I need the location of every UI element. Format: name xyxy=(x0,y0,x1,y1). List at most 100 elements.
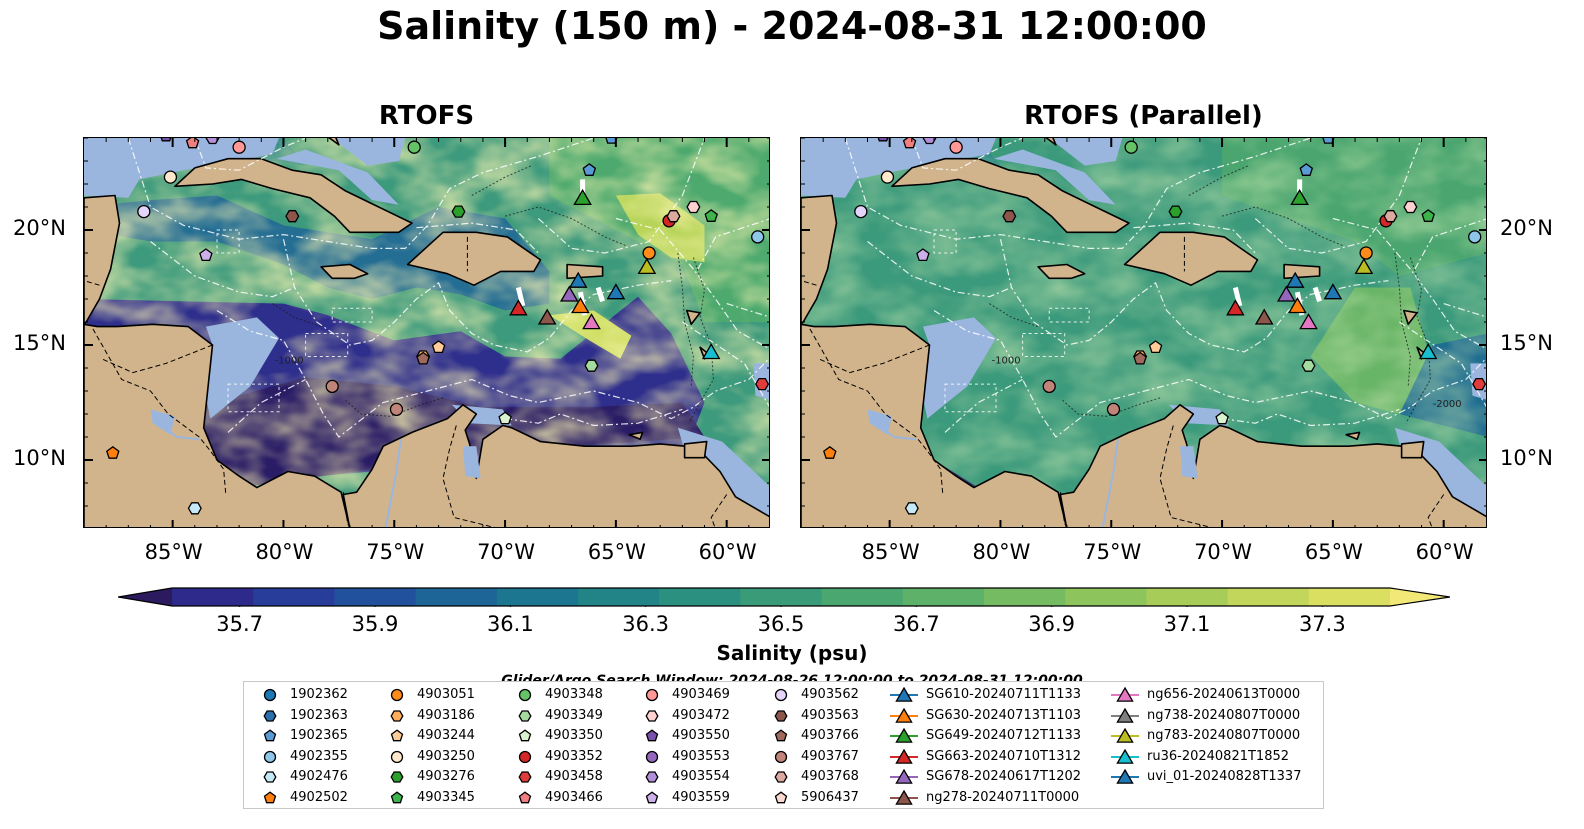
legend-item: 4903250 xyxy=(381,747,596,767)
legend-marker-circle xyxy=(518,688,532,702)
marker-4903472 xyxy=(686,200,701,214)
legend-marker-circle xyxy=(390,688,404,702)
legend-label: 4903559 xyxy=(672,790,730,805)
lon-tick-label: 80°W xyxy=(972,540,1031,564)
land-hispaniola xyxy=(1123,231,1259,286)
colorbar-bin xyxy=(253,588,335,606)
lon-tick-label: 85°W xyxy=(144,540,203,564)
eez-boundaries xyxy=(844,138,1486,438)
legend-label: 4903349 xyxy=(545,707,603,723)
marker-4903349 xyxy=(1301,359,1316,372)
marker-4903562 xyxy=(137,204,151,219)
lon-tick-label: 65°W xyxy=(1304,540,1363,564)
legend-label: 4903244 xyxy=(417,728,475,744)
colorbar-bin xyxy=(496,588,579,606)
legend-marker-pentagon xyxy=(390,791,404,804)
legend-item: 1902365 xyxy=(254,726,469,746)
land-puertorico xyxy=(1283,263,1321,280)
land-bahamas1 xyxy=(1045,138,1057,146)
marker-4903550 xyxy=(877,138,889,142)
land-jamaica xyxy=(320,263,369,280)
marker-4903554 xyxy=(205,138,220,145)
legend-label: SG630-20240713T1103 xyxy=(926,707,1082,723)
marker-4902476 xyxy=(904,502,919,515)
colorbar-bin xyxy=(1146,588,1229,606)
marker-SG663-20240710T1312 xyxy=(1226,299,1245,316)
colorbar-bin xyxy=(902,588,985,606)
bathymetry-contours xyxy=(989,165,1431,424)
eez-box-outlines xyxy=(933,229,1090,413)
marker-4903350 xyxy=(498,411,512,425)
marker-ru36-20240821T1852 xyxy=(1418,342,1438,360)
lon-tick-label: 75°W xyxy=(366,540,425,564)
panel-title-rtofs-parallel: RTOFS (Parallel) xyxy=(1024,101,1263,131)
legend-label: 4903767 xyxy=(801,748,859,764)
legend-item: 4903559 xyxy=(636,788,851,808)
legend-marker-hexagon xyxy=(263,771,277,784)
colorbar-tick-label: 35.9 xyxy=(351,612,399,636)
colorbar-bin xyxy=(659,588,741,606)
legend-item: uvi_01-20240828T1337 xyxy=(1109,767,1324,787)
legend-marker-hexagon xyxy=(390,709,404,722)
legend-item: 4903276 xyxy=(381,767,596,787)
legend-marker-triangle xyxy=(895,769,913,785)
colorbar-tick-label: 36.7 xyxy=(892,612,940,636)
legend-item: ng278-20240711T0000 xyxy=(888,788,1103,808)
marker-4903276 xyxy=(1168,205,1183,218)
legend-label: 4903348 xyxy=(545,687,603,702)
land-southam xyxy=(342,403,769,527)
marker-4903554 xyxy=(922,138,937,145)
legend-label: ng656-20240613T0000 xyxy=(1147,687,1301,702)
marker-4903766 xyxy=(1133,351,1147,365)
lat-tick-label-right: 10°N xyxy=(1500,446,1553,470)
legend-marker-triangle xyxy=(1116,727,1134,743)
colorbar-bin xyxy=(172,588,254,606)
marker-4903458 xyxy=(1472,377,1486,391)
legend-item: ng738-20240807T0000 xyxy=(1109,706,1324,726)
legend-label: SG678-20240617T1202 xyxy=(926,769,1082,785)
legend-item: 4903186 xyxy=(381,706,596,726)
marker-SG630-20240713T1103 xyxy=(571,297,590,314)
marker-4903345 xyxy=(704,209,718,222)
lon-tick-label: 85°W xyxy=(861,540,920,564)
marker-4903563 xyxy=(1002,210,1017,223)
legend-item: 4903458 xyxy=(509,767,724,787)
legend-item: 4902476 xyxy=(254,767,469,787)
legend-label: ru36-20240821T1852 xyxy=(1147,748,1290,764)
legend-item: 4902502 xyxy=(254,788,469,808)
legend-item: 4903553 xyxy=(636,747,851,767)
marker-4902502 xyxy=(106,445,120,459)
legend-marker-triangle xyxy=(1116,686,1134,702)
legend-marker-hexagon xyxy=(263,709,277,722)
legend-item: SG678-20240617T1202 xyxy=(888,767,1103,787)
legend: 1902362 1902363 1902365 4902355 4902476 49025… xyxy=(243,681,1324,809)
legend-label: 4902476 xyxy=(290,769,348,785)
legend-marker-hexagon xyxy=(774,709,788,722)
marker-4903559 xyxy=(916,248,930,262)
legend-marker-triangle xyxy=(895,748,913,764)
marker-4903349 xyxy=(584,359,599,372)
marker-4903550 xyxy=(160,138,172,142)
marker-SG649-20240712T1133 xyxy=(573,188,592,206)
lon-tick-label: 60°W xyxy=(1415,540,1474,564)
marker-1902365 xyxy=(605,138,618,144)
legend-label: 4903345 xyxy=(417,790,475,805)
legend-label: 4903276 xyxy=(417,769,475,785)
marker-1902365 xyxy=(582,163,597,176)
legend-item: ru36-20240821T1852 xyxy=(1109,747,1324,767)
rivers xyxy=(150,409,481,527)
legend-item: 4903350 xyxy=(509,726,724,746)
legend-marker-triangle xyxy=(895,707,913,723)
land-margarita xyxy=(1345,431,1361,441)
marker-uvi_01-20240828T1337 xyxy=(1285,271,1305,288)
marker-4903767 xyxy=(1106,402,1121,417)
marker-4903348 xyxy=(407,140,421,154)
marker-4903350 xyxy=(1215,411,1229,425)
land-cuba xyxy=(891,157,1130,234)
marker-uvi_01-20240828T1337 xyxy=(568,271,588,288)
legend-marker-hexagon xyxy=(390,771,404,784)
eez-boundaries xyxy=(127,138,769,438)
legend-marker-circle xyxy=(645,688,659,702)
marker-ng656-20240613T0000 xyxy=(1299,313,1318,330)
marker-4903559 xyxy=(199,248,213,262)
